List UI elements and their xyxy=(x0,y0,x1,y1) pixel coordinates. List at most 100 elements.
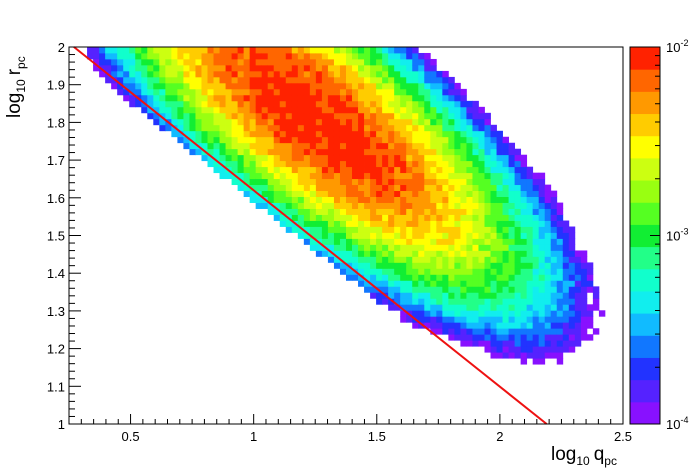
heatmap-cell xyxy=(376,196,383,203)
heatmap-cell xyxy=(243,94,251,102)
heatmap-cell xyxy=(424,298,431,305)
heatmap-cell xyxy=(490,226,497,233)
heatmap-cell xyxy=(267,76,275,84)
heatmap-cell xyxy=(562,286,570,293)
heatmap-cell xyxy=(333,100,341,108)
heatmap-cell xyxy=(430,286,437,293)
heatmap-cell xyxy=(279,106,287,114)
heatmap-cell xyxy=(364,142,371,150)
heatmap-cell xyxy=(526,298,534,305)
heatmap-cell xyxy=(207,100,214,108)
heatmap-cell xyxy=(550,352,558,359)
heatmap-cell xyxy=(255,106,263,114)
heatmap-cell xyxy=(195,88,202,96)
heatmap-cell xyxy=(243,58,251,66)
heatmap-cell xyxy=(544,334,552,341)
heatmap-cell xyxy=(460,160,467,168)
heatmap-cell xyxy=(532,190,540,197)
heatmap-cell xyxy=(321,47,329,54)
heatmap-cell xyxy=(406,112,413,120)
colorbar-segment xyxy=(630,113,660,137)
heatmap-cell xyxy=(352,244,359,251)
heatmap-cell xyxy=(267,70,275,78)
heatmap-cell xyxy=(249,82,257,90)
heatmap-cell xyxy=(388,298,395,305)
heatmap-cell xyxy=(183,112,190,120)
heatmap-cell xyxy=(364,100,371,108)
heatmap-cell xyxy=(333,47,341,54)
heatmap-cell xyxy=(454,226,461,233)
heatmap-cell xyxy=(285,184,293,192)
heatmap-cell xyxy=(346,250,353,257)
heatmap-cell xyxy=(538,328,546,335)
heatmap-cell xyxy=(225,154,232,162)
heatmap-cell xyxy=(478,316,485,323)
heatmap-cell xyxy=(406,184,413,192)
heatmap-cell xyxy=(237,100,245,108)
heatmap-cell xyxy=(177,112,184,120)
heatmap-cell xyxy=(556,262,564,269)
heatmap-cell xyxy=(364,208,371,215)
heatmap-cell xyxy=(291,130,299,138)
heatmap-cell xyxy=(568,292,576,299)
heatmap-cell xyxy=(370,238,377,245)
heatmap-cell xyxy=(436,82,443,90)
heatmap-cell xyxy=(412,118,419,126)
heatmap-cell xyxy=(568,328,576,335)
heatmap-cell xyxy=(460,232,467,239)
heatmap-cell xyxy=(496,190,503,197)
heatmap-cell xyxy=(388,58,395,66)
heatmap-cell xyxy=(213,94,220,102)
heatmap-cell xyxy=(364,94,371,102)
heatmap-cell xyxy=(358,70,365,78)
heatmap-cell xyxy=(418,322,425,329)
heatmap-cell xyxy=(400,196,407,203)
heatmap-cell xyxy=(339,94,347,102)
heatmap-cell xyxy=(406,316,413,323)
heatmap-cell xyxy=(333,238,341,245)
heatmap-cell xyxy=(183,82,190,90)
heatmap-cell xyxy=(273,64,281,72)
heatmap-cell xyxy=(508,220,516,227)
heatmap-cell xyxy=(171,58,178,66)
heatmap-cell xyxy=(291,184,299,192)
heatmap-cell xyxy=(454,196,461,203)
heatmap-cell xyxy=(496,268,503,275)
heatmap-cell xyxy=(339,100,347,108)
heatmap-cell xyxy=(291,136,299,144)
heatmap-cell xyxy=(231,100,239,108)
heatmap-cell xyxy=(460,256,467,263)
heatmap-cell xyxy=(532,334,540,341)
heatmap-cell xyxy=(502,226,509,233)
heatmap-cell xyxy=(418,304,425,311)
heatmap-cell xyxy=(466,136,473,144)
heatmap-cell xyxy=(412,214,419,221)
heatmap-cell xyxy=(346,136,353,144)
heatmap-cell xyxy=(436,286,443,293)
heatmap-cell xyxy=(364,88,371,96)
heatmap-cell xyxy=(346,58,353,66)
heatmap-cell xyxy=(484,274,491,281)
heatmap-cell xyxy=(394,70,401,78)
heatmap-cell xyxy=(424,130,431,138)
heatmap-cell xyxy=(418,298,425,305)
heatmap-cell xyxy=(418,244,425,251)
heatmap-cell xyxy=(309,136,317,144)
heatmap-cell xyxy=(333,154,341,162)
heatmap-cell xyxy=(508,256,516,263)
heatmap-cell xyxy=(586,286,594,293)
heatmap-cell xyxy=(514,190,522,197)
heatmap-cell xyxy=(195,118,202,126)
heatmap-cell xyxy=(153,82,160,90)
heatmap-cell xyxy=(201,130,208,138)
heatmap-cell xyxy=(412,178,419,186)
heatmap-cell xyxy=(556,346,564,353)
heatmap-cell xyxy=(291,88,299,96)
heatmap-cell xyxy=(111,47,118,54)
heatmap-cell xyxy=(231,106,239,114)
heatmap-cell xyxy=(466,118,473,126)
heatmap-cell xyxy=(376,118,383,126)
heatmap-cell xyxy=(508,172,516,180)
heatmap-cell xyxy=(496,202,503,209)
heatmap-cell xyxy=(207,106,214,114)
